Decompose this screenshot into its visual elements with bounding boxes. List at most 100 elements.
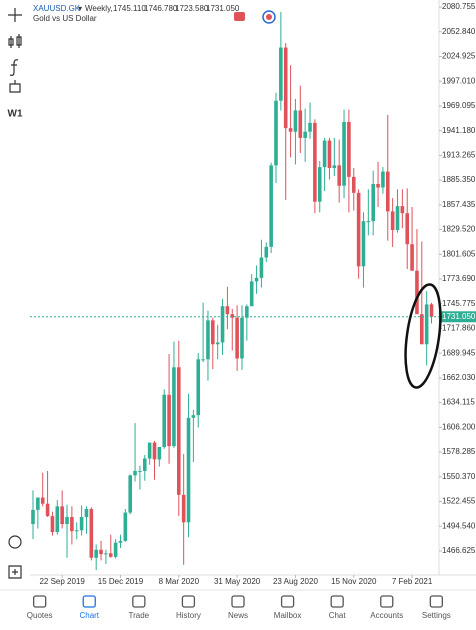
nav-icon[interactable] [429,595,443,608]
candle-body [366,221,371,223]
timeframe-button[interactable]: W1 [8,109,23,120]
y-tick-label: 1550.370 [442,472,476,481]
y-tick-label: 1857.435 [442,200,476,209]
x-tick-label: 22 Sep 2019 [39,577,85,586]
nav-icon[interactable] [33,595,47,608]
candle-body [104,553,108,555]
candle-body [99,549,103,555]
candle-body [50,516,55,533]
y-tick-label: 1801.605 [442,249,476,258]
candle-body [108,553,113,557]
y-tick-label: 2024.925 [442,52,476,61]
candle-body [327,140,332,169]
candle-body [220,306,225,343]
candle-body [70,516,74,532]
candle-body [351,176,356,193]
x-tick-label: 31 May 2020 [214,577,261,586]
y-tick-label: 1494.540 [442,521,476,530]
nav-label[interactable]: Chat [329,611,347,620]
candle-body [405,213,410,245]
nav-icon[interactable] [132,595,146,608]
candle-body [240,317,244,359]
candle-body [410,244,414,271]
candle-body [254,277,259,282]
candle-body [288,128,293,132]
candle-body [133,470,137,476]
candle-body [337,165,341,186]
nav-icon[interactable] [380,595,394,608]
candle-body [235,317,239,359]
nav-label[interactable]: History [176,611,201,620]
candle-body [55,506,60,533]
candle-body [259,257,264,278]
y-tick-label: 1662.030 [442,373,476,382]
nav-icon[interactable] [280,595,295,608]
candle-body [177,367,181,495]
candle-body [225,306,230,315]
y-tick-label: 1829.520 [442,225,476,234]
y-tick-label: 1969.095 [442,101,476,110]
y-tick-label: 1606.200 [442,422,476,431]
crosshair-tool[interactable] [8,8,22,22]
nav-icon[interactable] [181,595,196,608]
y-tick-label: 2052.840 [442,27,476,36]
nav-icon[interactable] [82,595,96,608]
event-badge-dot [266,14,272,20]
x-tick-label: 15 Dec 2019 [98,577,144,586]
candle-body [415,270,419,315]
candle-body [385,171,390,212]
candle-body [230,314,235,318]
nav-label[interactable]: Quotes [27,611,53,620]
event-badge[interactable] [234,12,245,21]
candle-body [196,359,201,416]
add-tool[interactable] [8,565,22,579]
indicators-tool[interactable] [8,34,22,48]
trade-tool[interactable] [8,535,22,549]
x-tick-label: 23 Aug 2020 [273,577,318,586]
y-tick-label: 1689.945 [442,348,476,357]
nav-label[interactable]: News [228,611,248,620]
price-badge-label: 1731.050 [442,312,476,321]
candle-body [395,206,400,231]
candle-body [347,121,351,177]
nav-icon[interactable] [330,595,344,608]
symbol[interactable]: XAUUSD.GK [33,4,81,13]
candle-body [390,211,395,231]
nav-label[interactable]: Accounts [370,611,403,620]
nav-icon[interactable] [231,595,245,608]
candle-body [94,549,98,558]
open: 1745.110 [113,4,146,13]
dropdown-arrow[interactable]: ▾ [78,4,82,13]
candle-body [322,140,327,168]
nav-label[interactable]: Mailbox [274,611,302,620]
candle-body [31,509,35,525]
high: 1746.780 [144,4,178,13]
function-tool[interactable] [9,59,19,76]
candle-body [113,542,118,557]
candle-body [206,320,210,360]
x-tick-label: 7 Feb 2021 [392,577,433,586]
candle-body [269,165,273,247]
candle-body [65,516,69,525]
candle-body [298,110,303,138]
candle-body [245,306,249,318]
nav-label[interactable]: Trade [129,611,150,620]
x-tick-label: 8 Mar 2020 [159,577,200,586]
y-tick-label: 1997.010 [442,76,476,85]
nav-label[interactable]: Chart [79,611,99,620]
candle-body [191,415,196,418]
candle-body [40,497,45,504]
candle-body [36,497,40,510]
candle-body [332,165,337,169]
y-tick-label: 1773.690 [442,274,476,283]
candle-body [303,131,307,138]
candle-body [138,470,142,472]
objects-tool[interactable] [9,80,21,93]
timeframe: Weekly, [85,4,113,13]
candle-body [420,314,424,345]
candle-body [274,100,278,166]
nav-label[interactable]: Settings [422,611,451,620]
candle-body [142,458,147,471]
y-tick-label: 1466.625 [442,546,476,555]
